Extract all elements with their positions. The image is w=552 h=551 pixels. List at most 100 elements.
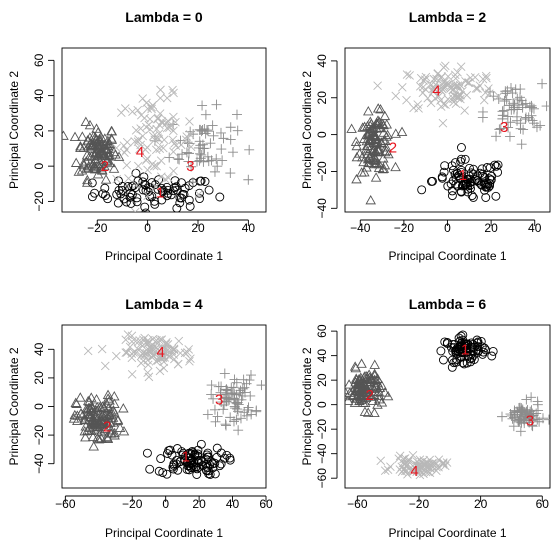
plot-frame (344, 47, 551, 213)
point (80, 432, 91, 442)
point (450, 169, 460, 179)
y-tick-label: 0 (32, 403, 46, 410)
point (463, 78, 473, 88)
x-tick-label: 60 (536, 497, 550, 511)
point (466, 73, 475, 83)
point (246, 409, 257, 420)
point (185, 117, 194, 126)
point (359, 121, 370, 131)
point (456, 331, 466, 341)
point (153, 113, 163, 123)
point (457, 143, 466, 152)
point (125, 342, 135, 352)
point (143, 336, 153, 345)
point (75, 392, 86, 402)
point (516, 405, 527, 416)
point (180, 455, 190, 465)
point (151, 145, 161, 155)
y-tick-label: 0 (32, 162, 46, 169)
point (523, 112, 534, 123)
cluster-label: 2 (101, 158, 109, 175)
point (359, 406, 371, 416)
y-tick-label: 20 (32, 371, 46, 385)
point (138, 94, 148, 103)
point (215, 389, 226, 400)
point (397, 467, 407, 477)
point (422, 458, 431, 468)
x-axis: −60 −20 20 60 (347, 495, 550, 511)
point (84, 119, 96, 130)
point (225, 122, 236, 133)
point (68, 413, 80, 423)
point (479, 343, 489, 353)
point (373, 394, 385, 404)
point (515, 84, 526, 95)
point (523, 411, 534, 422)
point (519, 418, 530, 429)
point (197, 457, 207, 467)
panel-1: Lambda = 0 −20 0 20 40 −20 0 20 40 60 Principal Co… (7, 9, 267, 263)
x-tick-label: −20 (409, 497, 430, 511)
point (194, 155, 205, 166)
point (367, 395, 378, 406)
point (394, 454, 404, 464)
x-tick-label: −60 (347, 497, 368, 511)
points (62, 85, 255, 212)
point (216, 144, 227, 155)
point (162, 469, 172, 479)
point (381, 145, 392, 156)
point (232, 404, 243, 415)
point (88, 424, 100, 434)
point (455, 336, 465, 346)
point (169, 166, 178, 176)
point (475, 168, 485, 178)
point (142, 448, 152, 458)
y-tick-label: −40 (315, 198, 329, 219)
point (438, 460, 448, 469)
x-tick-label: 20 (191, 221, 205, 235)
point (216, 397, 227, 408)
point (156, 93, 165, 103)
point (172, 203, 182, 212)
point (454, 342, 464, 352)
point (158, 143, 168, 153)
point (358, 156, 369, 167)
point (460, 106, 469, 115)
point (92, 169, 104, 179)
point (134, 161, 143, 171)
point (88, 441, 100, 451)
point (491, 131, 502, 142)
point (194, 190, 204, 199)
series-2 (62, 116, 125, 187)
point (477, 164, 487, 174)
point (143, 165, 152, 175)
point (118, 403, 129, 413)
cluster-label: 1 (156, 185, 164, 202)
point (505, 117, 516, 128)
point (159, 135, 169, 145)
point (345, 395, 354, 405)
point (147, 178, 157, 187)
point (390, 128, 402, 138)
cluster-label: 4 (410, 463, 418, 480)
point (375, 104, 386, 114)
point (128, 107, 137, 117)
point (203, 156, 214, 167)
point (70, 397, 82, 407)
point (169, 112, 178, 122)
point (468, 193, 478, 202)
point (195, 148, 206, 159)
point (526, 392, 537, 403)
point (516, 95, 527, 106)
point (90, 418, 102, 428)
point (425, 468, 435, 478)
point (142, 143, 152, 152)
point (245, 390, 256, 401)
point (468, 169, 478, 179)
point (83, 346, 93, 356)
point (79, 425, 91, 436)
point (383, 465, 393, 474)
point (396, 126, 408, 136)
series-3 (149, 99, 255, 188)
point (164, 351, 174, 361)
